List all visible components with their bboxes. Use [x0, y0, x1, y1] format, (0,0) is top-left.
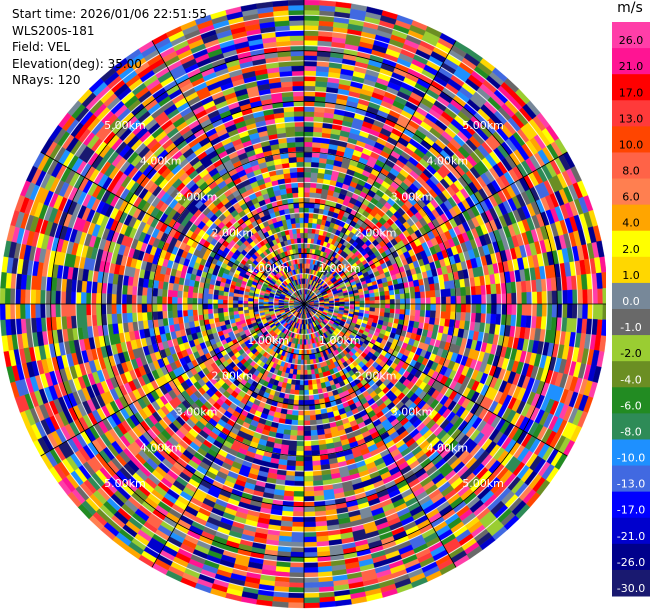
- field-text: Field: VEL: [12, 40, 71, 54]
- nrays-text: NRays: 120: [12, 73, 81, 87]
- colorbar-tick-label: 10.0: [619, 138, 644, 151]
- colorbar-tick-label: -17.0: [617, 504, 645, 517]
- start-time-text: Start time: 2026/01/06 22:51:55: [12, 7, 207, 21]
- colorbar-bin: [612, 74, 650, 101]
- info-panel: Start time: 2026/01/06 22:51:55 WLS200s-…: [12, 6, 207, 89]
- ppi-plot: 1.00km 2.00km 3.00km 4.00km 5.00km 1.00km 2.00…: [0, 0, 606, 609]
- range-ring-label: 2.00km: [355, 370, 397, 383]
- colorbar-bin: [612, 465, 650, 493]
- azimuth-spoke: [40, 303, 305, 457]
- range-ring-label: 4.00km: [140, 441, 182, 454]
- colorbar-bin: [612, 569, 650, 597]
- range-ring-label: 5.00km: [462, 119, 504, 132]
- colorbar-bin: [612, 178, 650, 206]
- colorbar-tick-label: 17.0: [619, 86, 644, 99]
- colorbar-tick-label: 0.0: [622, 295, 640, 308]
- colorbar-bin: [612, 22, 650, 49]
- range-ring-label: 5.00km: [462, 477, 504, 490]
- colorbar-tick-label: 21.0: [619, 60, 644, 73]
- colorbar-bin: [612, 230, 650, 258]
- colorbar-tick-label: 8.0: [622, 165, 640, 178]
- instrument-text: WLS200s-181: [12, 23, 95, 38]
- range-ring-label: 2.00km: [212, 226, 254, 239]
- colorbar-bin: [612, 335, 650, 362]
- elevation-text: Elevation(deg): 35.00: [12, 56, 142, 71]
- range-ring-label: 1.00km: [319, 334, 361, 347]
- colorbar-bin: [612, 517, 650, 545]
- colorbar-tick-label: 4.0: [622, 217, 640, 230]
- azimuth-spoke: [303, 40, 457, 305]
- range-ring-label: 2.00km: [355, 226, 397, 239]
- azimuth-spoke: [303, 303, 568, 457]
- range-rings: [0, 0, 606, 608]
- azimuth-spoke: [303, 151, 568, 305]
- range-ring-label: 1.00km: [247, 262, 289, 275]
- colorbar-bin: [612, 309, 650, 336]
- colorbar-tick-label: -13.0: [617, 478, 645, 491]
- azimuth-spoke: [303, 303, 457, 568]
- colorbar-tick-label: -8.0: [620, 425, 641, 438]
- range-ring-label: 3.00km: [391, 191, 433, 204]
- azimuth-spoke: [151, 303, 305, 568]
- colorbar-tick-label: -30.0: [617, 582, 645, 595]
- range-ring-label: 2.00km: [212, 370, 254, 383]
- range-ring-label: 5.00km: [104, 477, 146, 490]
- colorbar-tick-label: 2.0: [622, 243, 640, 256]
- colorbar-tick-label: 13.0: [619, 112, 644, 125]
- colorbar-tick-label: 6.0: [622, 191, 640, 204]
- colorbar: 26.0 21.0 17.0 13.0 10.0 8.0 6.0 4.0 2.0 1.0 0.0 -1…: [612, 22, 650, 597]
- colorbar-bin: [612, 361, 650, 388]
- range-ring-label: 4.00km: [140, 155, 182, 168]
- colorbar-bin: [612, 387, 650, 414]
- colorbar-bin: [612, 152, 650, 180]
- colorbar-tick-label: -4.0: [620, 373, 641, 386]
- colorbar-tick-label: -10.0: [617, 452, 645, 465]
- range-ring-label: 1.00km: [247, 334, 289, 347]
- range-ring-label: 5.00km: [104, 119, 146, 132]
- colorbar-bin: [612, 48, 650, 75]
- colorbar-tick-label: 26.0: [619, 34, 644, 47]
- colorbar-bin: [612, 282, 650, 310]
- colorbar-tick-label: -2.0: [620, 347, 641, 360]
- azimuth-spoke: [151, 40, 305, 305]
- range-ring-label: 4.00km: [427, 155, 469, 168]
- colorbar-bin: [612, 543, 650, 571]
- range-ring-label: 3.00km: [176, 406, 218, 419]
- range-ring-label: 1.00km: [319, 262, 361, 275]
- colorbar-tick-label: 1.0: [622, 269, 640, 282]
- azimuth-spoke: [40, 151, 305, 305]
- range-ring-label: 3.00km: [176, 191, 218, 204]
- colorbar-title: m/s: [617, 0, 643, 16]
- range-ring-labels: 1.00km 2.00km 3.00km 4.00km 5.00km 1.00km 2.00…: [104, 119, 504, 490]
- colorbar-bin: [612, 413, 650, 440]
- colorbar-bin: [612, 204, 650, 232]
- range-ring-label: 3.00km: [391, 406, 433, 419]
- colorbar-bin: [612, 491, 650, 519]
- colorbar-tick-label: -21.0: [617, 530, 645, 543]
- colorbar-tick-label: -1.0: [620, 321, 641, 334]
- colorbar-bin: [612, 126, 650, 153]
- colorbar-bin: [612, 256, 650, 284]
- colorbar-bin: [612, 100, 650, 127]
- colorbar-tick-label: -26.0: [617, 556, 645, 569]
- colorbar-bin: [612, 439, 650, 467]
- range-ring-label: 4.00km: [427, 441, 469, 454]
- colorbar-tick-label: -6.0: [620, 399, 641, 412]
